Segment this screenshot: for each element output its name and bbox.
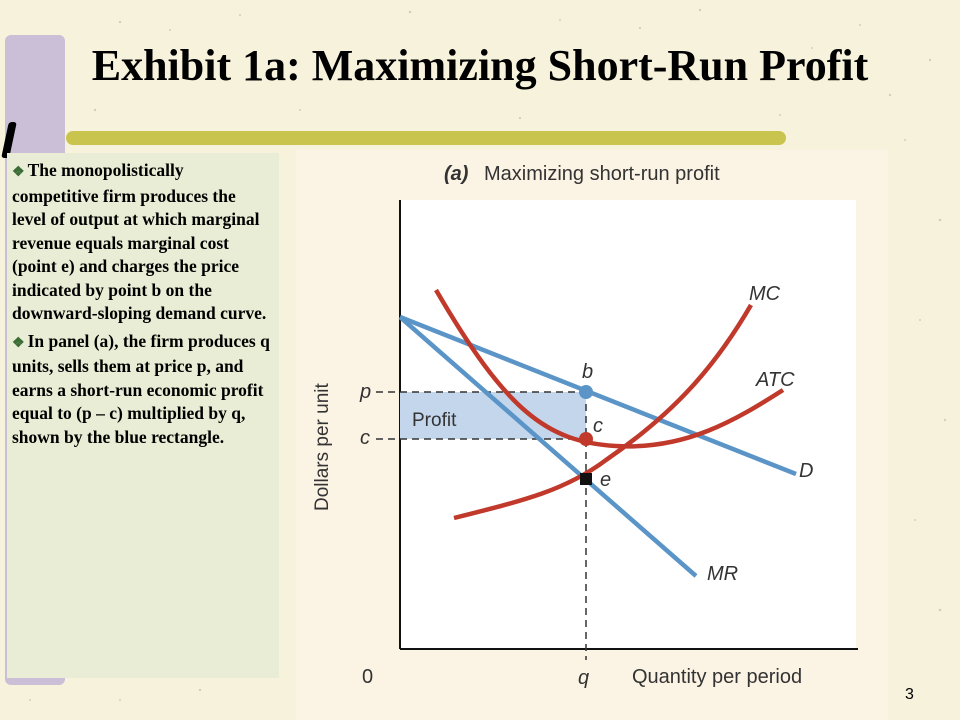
origin-label: 0 [362,666,373,688]
bullet-2: ❖ In panel (a), the firm produces q units… [12,330,273,450]
price-mark-p: p [359,381,371,403]
point-e-label: e [600,469,611,491]
quantity-mark-q: q [578,667,589,689]
profit-label: Profit [412,410,457,431]
panel-title: Maximizing short-run profit [484,163,720,185]
point-b [579,385,593,399]
x-axis-label: Quantity per period [632,666,802,688]
point-c-label: c [593,415,603,437]
diamond-bullet-icon: ❖ [12,165,25,180]
panel-label: (a) [444,163,469,185]
demand-curve [399,314,797,477]
exhibit-panel: (a) Maximizing short-run profit Dollars … [296,150,888,720]
point-b-label: b [582,361,593,383]
mc-label: MC [749,283,781,305]
slide-title: Exhibit 1a: Maximizing Short-Run Profit [91,41,869,90]
point-e [580,473,592,485]
mr-label: MR [707,563,738,585]
average-total-cost-curve [434,288,785,449]
text-panel: ❖ The monopolistically competitive firm p… [7,153,279,678]
point-c [579,432,593,446]
slide-number: 3 [905,686,914,703]
marginal-cost-curve [453,303,753,521]
demand-label: D [799,460,813,482]
atc-label: ATC [755,369,795,391]
marginal-revenue-curve [398,315,698,578]
diamond-bullet-icon: ❖ [12,335,25,351]
bullet-1: ❖ The monopolistically competitive firm p… [12,159,273,326]
bullet-1-text: The monopolistically competitive firm pr… [12,160,267,323]
title-underline [66,131,786,145]
bullet-2-text: In panel (a), the firm produces q units,… [12,330,270,447]
cost-mark-c: c [360,427,370,449]
profit-diagram: (a) Maximizing short-run profit Dollars … [312,163,858,689]
y-axis-label: Dollars per unit [312,383,333,511]
